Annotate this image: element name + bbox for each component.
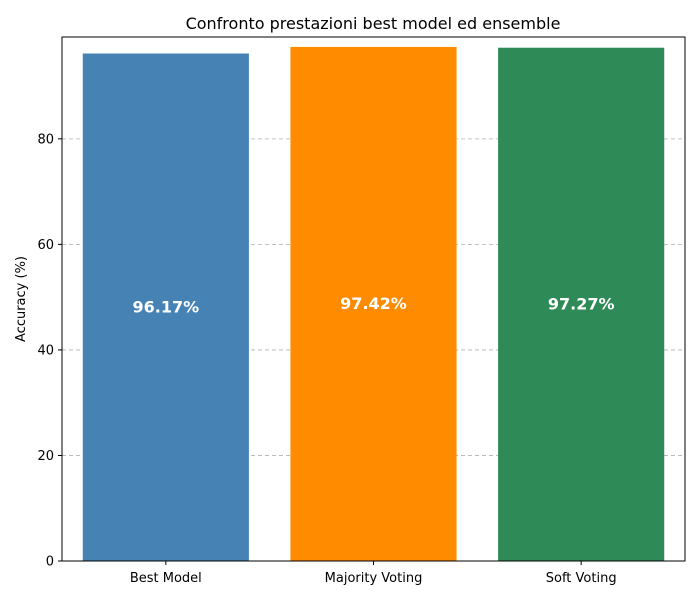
bar-value-label: 97.27% — [548, 294, 615, 313]
bar-best-model — [82, 53, 249, 562]
bar-soft-voting — [498, 47, 665, 562]
y-tick-label: 40 — [37, 343, 54, 358]
y-tick-label: 20 — [37, 449, 54, 464]
bars — [82, 46, 665, 562]
x-tick-label: Soft Voting — [546, 571, 617, 586]
x-tick-label: Best Model — [130, 571, 202, 586]
bar-value-label: 97.42% — [340, 294, 407, 313]
y-tick-label: 80 — [37, 132, 54, 147]
plot-frame — [61, 36, 686, 562]
bar-majority-voting — [290, 46, 457, 561]
axes: Best Model Majority Voting Soft Voting 0 20 4… — [37, 36, 686, 586]
y-axis-label: Accuracy (%) — [14, 256, 29, 342]
x-tick-label: Majority Voting — [325, 571, 423, 586]
data-labels: 96.17% 97.42% 97.27% — [133, 294, 615, 316]
y-tick-label: 60 — [37, 238, 54, 253]
y-tick-label: 0 — [46, 555, 54, 570]
bar-value-label: 96.17% — [133, 297, 200, 316]
chart-title: Confronto prestazioni best model ed ense… — [186, 14, 561, 33]
